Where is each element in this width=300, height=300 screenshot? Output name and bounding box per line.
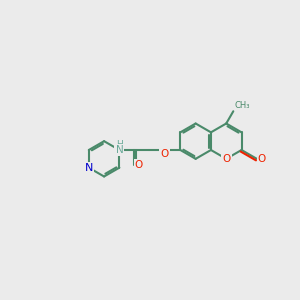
Text: N: N: [116, 145, 123, 155]
Text: O: O: [258, 154, 266, 164]
Text: O: O: [160, 149, 169, 159]
Text: O: O: [222, 154, 230, 164]
Text: H: H: [116, 140, 123, 149]
Text: N: N: [85, 163, 93, 173]
Text: O: O: [135, 160, 143, 170]
Text: CH₃: CH₃: [235, 101, 250, 110]
